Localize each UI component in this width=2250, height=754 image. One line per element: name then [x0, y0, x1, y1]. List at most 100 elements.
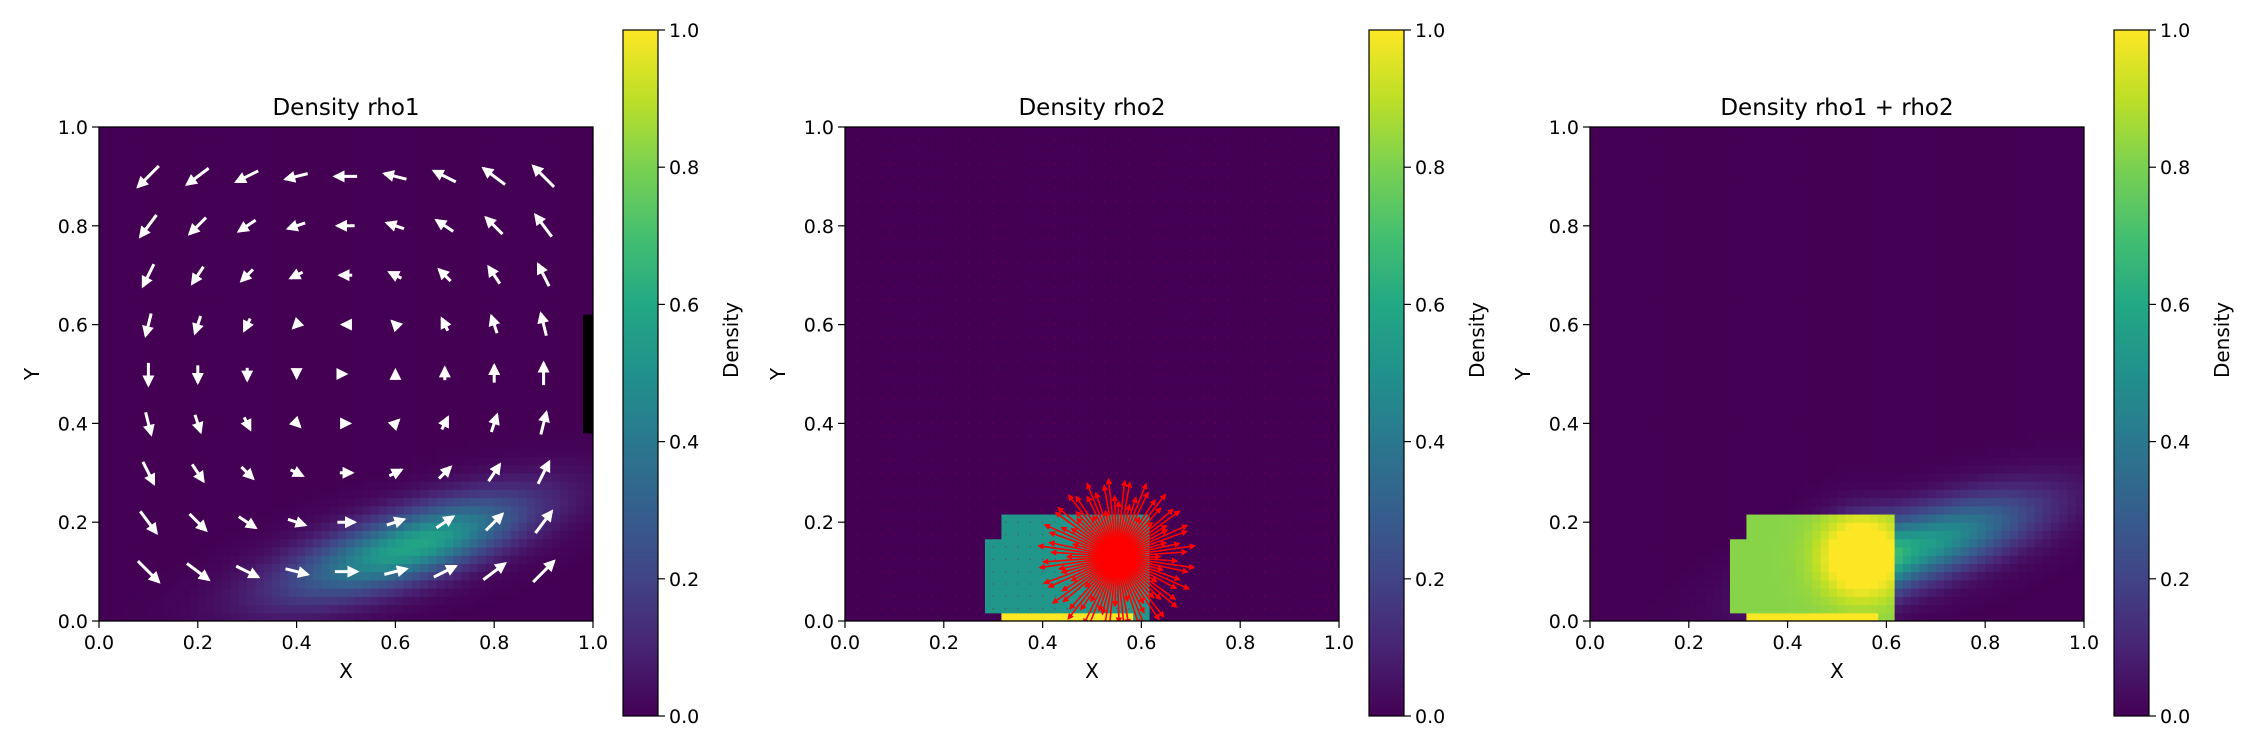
heatmap-cell	[264, 251, 273, 260]
heatmap-cell	[132, 465, 141, 474]
heatmap-cell	[288, 440, 297, 449]
heatmap-cell	[985, 316, 994, 325]
heatmap-cell	[585, 275, 594, 284]
heatmap-cell	[395, 547, 404, 556]
heatmap-cell	[911, 283, 920, 292]
heatmap-cell	[330, 522, 339, 531]
heatmap-cell	[903, 539, 912, 548]
heatmap-cell	[124, 547, 133, 556]
heatmap-cell	[560, 168, 569, 177]
heatmap-cell	[894, 588, 903, 597]
heatmap-cell	[502, 605, 511, 614]
heatmap-cell	[404, 325, 413, 334]
heatmap-cell	[845, 201, 854, 210]
heatmap-cell	[453, 127, 462, 136]
heatmap-cell	[1010, 572, 1019, 581]
heatmap-cell	[132, 316, 141, 325]
heatmap-cell	[404, 547, 413, 556]
heatmap-cell	[165, 440, 174, 449]
heatmap-cell	[927, 366, 936, 375]
heatmap-cell	[878, 423, 887, 432]
heatmap-cell	[470, 176, 479, 185]
heatmap-cell	[173, 498, 182, 507]
heatmap-cell	[412, 473, 421, 482]
heatmap-cell	[519, 358, 528, 367]
heatmap-cell	[198, 325, 207, 334]
heatmap-cell	[969, 259, 978, 268]
heatmap-cell	[886, 613, 895, 622]
heatmap-cell	[379, 473, 388, 482]
heatmap-cell	[861, 530, 870, 539]
heatmap-cell	[568, 234, 577, 243]
heatmap-cell	[993, 160, 1002, 169]
heatmap-cell	[1001, 514, 1010, 523]
heatmap-cell	[428, 316, 437, 325]
heatmap-cell	[568, 152, 577, 161]
heatmap-cell	[445, 358, 454, 367]
heatmap-cell	[993, 341, 1002, 350]
heatmap-cell	[223, 127, 232, 136]
heatmap-cell	[470, 267, 479, 276]
heatmap-cell	[404, 275, 413, 284]
heatmap-cell	[511, 456, 520, 465]
heatmap-cell	[231, 506, 240, 515]
heatmap-cell	[577, 242, 586, 251]
heatmap-cell	[313, 440, 322, 449]
heatmap-cell	[157, 242, 166, 251]
heatmap-cell	[313, 539, 322, 548]
heatmap-cell	[297, 530, 306, 539]
heatmap-cell	[321, 234, 330, 243]
heatmap-cell	[412, 481, 421, 490]
heatmap-cell	[140, 300, 149, 309]
heatmap-cell	[461, 390, 470, 399]
heatmap-cell	[247, 292, 256, 301]
heatmap-cell	[124, 300, 133, 309]
heatmap-cell	[519, 506, 528, 515]
heatmap-cell	[420, 382, 429, 391]
heatmap-cell	[903, 143, 912, 152]
heatmap-cell	[527, 283, 536, 292]
heatmap-cell	[404, 349, 413, 358]
heatmap-cell	[190, 292, 199, 301]
heatmap-cell	[214, 382, 223, 391]
heatmap-cell	[894, 333, 903, 342]
heatmap-cell	[255, 242, 264, 251]
heatmap-cell	[362, 143, 371, 152]
heatmap-cell	[903, 440, 912, 449]
heatmap-cell	[511, 473, 520, 482]
heatmap-cell	[511, 390, 520, 399]
heatmap-cell	[198, 358, 207, 367]
heatmap-cell	[560, 522, 569, 531]
heatmap-cell	[321, 555, 330, 564]
heatmap-cell	[535, 399, 544, 408]
heatmap-cell	[99, 366, 108, 375]
heatmap-cell	[371, 242, 380, 251]
heatmap-cell	[985, 415, 994, 424]
heatmap-cell	[952, 448, 961, 457]
heatmap-cell	[927, 465, 936, 474]
heatmap-cell	[264, 547, 273, 556]
heatmap-cell	[944, 613, 953, 622]
heatmap-cell	[560, 374, 569, 383]
heatmap-cell	[445, 292, 454, 301]
heatmap-cell	[886, 168, 895, 177]
heatmap-cell	[977, 473, 986, 482]
heatmap-cell	[239, 333, 248, 342]
heatmap-cell	[437, 580, 446, 589]
x-tick-label: 1.0	[578, 632, 608, 654]
heatmap-cell	[478, 498, 487, 507]
heatmap-cell	[395, 234, 404, 243]
heatmap-cell	[297, 143, 306, 152]
heatmap-cell	[560, 366, 569, 375]
heatmap-cell	[861, 275, 870, 284]
heatmap-cell	[911, 390, 920, 399]
heatmap-cell	[560, 448, 569, 457]
heatmap-cell	[272, 168, 281, 177]
heatmap-cell	[993, 374, 1002, 383]
heatmap-cell	[173, 160, 182, 169]
heatmap-cell	[878, 514, 887, 523]
heatmap-cell	[379, 456, 388, 465]
heatmap-cell	[264, 522, 273, 531]
heatmap-cell	[157, 325, 166, 334]
heatmap-cell	[148, 440, 157, 449]
